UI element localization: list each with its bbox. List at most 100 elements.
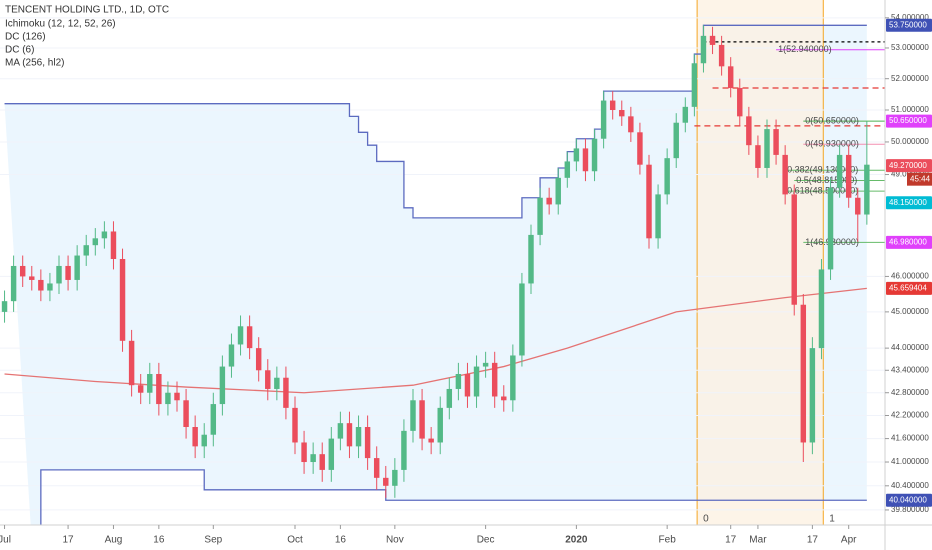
y-tick-label: 39.800000 [891,505,929,514]
candle-body [156,373,162,405]
chart-title: TENCENT HOLDING LTD., 1D, OTC [5,5,169,16]
candle-body [446,388,453,408]
indicator-line [40,469,867,525]
candle-body [510,355,516,401]
x-tick-label: 17 [63,535,75,546]
candle-body [19,265,26,277]
legend-entry: DC (6) [5,45,34,56]
price-label: 45.659404 [889,284,927,293]
countdown-box [907,172,932,186]
y-tick-label: 50.000000 [891,137,929,146]
candle-body [319,454,325,470]
y-tick-label: 52.000000 [891,74,929,83]
x-tick-label: Jul [0,535,11,546]
legend-entry: MA (256, hl2) [5,58,64,69]
candle-body [328,438,335,470]
candle-body [845,154,852,198]
level-label: 0.5(48.815000) [796,175,857,185]
candle-body [537,197,543,235]
candle-body [92,238,99,246]
candle-body [864,164,870,215]
candle-body [836,154,843,188]
y-tick-label: 42.800000 [891,388,929,397]
candle-body [655,194,661,239]
x-tick-label: Feb [659,535,677,546]
y-tick-label: 53.000000 [891,43,929,52]
level-label: 0(49.930000) [805,139,859,149]
candle-body [791,194,797,305]
candle-body [809,348,816,443]
candle-body [74,255,80,280]
y-tick-label: 54.000000 [891,13,929,22]
candle-body [192,427,198,447]
candle-body [764,129,770,168]
candle-body [383,477,389,486]
candle-body [373,458,380,478]
y-tick-label: 44.000000 [891,343,929,352]
candle-body [83,245,89,256]
candle-body [301,442,307,463]
candle-body [473,366,480,397]
x-tick-label: Nov [386,535,404,546]
time-marker-label: 1 [829,514,835,525]
candle-body [392,469,398,486]
level-label: 0(50.650000) [805,115,859,125]
y-tick-label: 41.000000 [891,457,929,466]
candle-body [274,377,280,389]
candle-body [546,197,552,205]
candle-body [827,187,834,270]
price-label: 46.980000 [889,238,927,247]
candle-body [219,366,226,405]
candle-body [165,392,171,405]
price-label-box [886,235,932,249]
candle-body [464,373,471,397]
candle-body [355,427,362,447]
x-tick-label: Dec [477,535,495,546]
candle-body [38,279,44,291]
candle-body [773,129,779,155]
candle-body [482,362,489,367]
candle-body [800,304,807,443]
candle-body [201,434,207,447]
price-label: 40.040000 [889,495,927,504]
candle-body [128,340,135,386]
candle-body [56,265,62,284]
candle-body [1,301,8,312]
candle-body [528,234,534,284]
price-label: 53.750000 [889,20,927,29]
candle-body [700,35,707,64]
plot-area: 0 1 1(52.940000) 0(50.650000) 0(49.930000) 0.… [0,0,885,525]
price-label: 49.270000 [889,161,927,170]
candle-body [228,344,235,367]
candle-body [283,377,289,408]
y-tick-label: 41.600000 [891,434,929,443]
candle-body [491,362,498,397]
x-tick-label: Oct [287,535,303,546]
price-label: 50.650000 [889,116,927,125]
level-label: 0.382(49.130000) [787,165,858,175]
candle-body [310,454,316,463]
candle-body [47,283,53,291]
candle-body [265,370,271,389]
candle-body [119,258,126,341]
candle-body [401,430,407,470]
candle-body [419,400,425,439]
y-tick-label: 40.400000 [891,481,929,490]
candle-body [737,88,743,117]
candle-body [782,154,788,195]
countdown-label: 45:44 [910,174,931,183]
price-label-box [886,196,932,210]
candle-body [691,63,698,107]
candle-body [718,44,725,67]
x-tick-label: 17 [725,535,737,546]
candle-body [573,148,580,162]
y-tick-label: 45.000000 [891,307,929,316]
candle-body [609,100,616,111]
price-label-box [886,493,932,507]
candle-body [600,100,607,139]
candle-body [582,148,589,172]
candle-body [110,231,117,259]
y-tick-label: 46.000000 [891,272,929,281]
candle-body [501,396,507,401]
